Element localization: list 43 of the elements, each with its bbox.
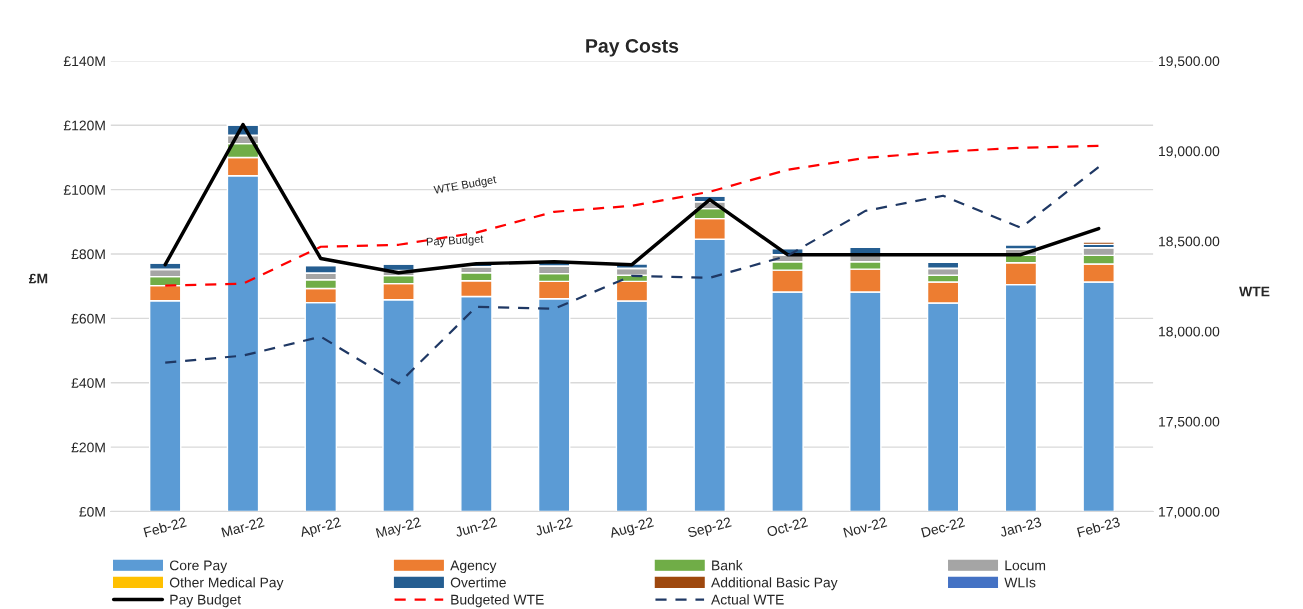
x-tick-label: Mar-22 — [221, 516, 265, 538]
legend-label: Core Pay — [169, 560, 228, 574]
y-tick-label: £80M — [71, 249, 105, 260]
annotation: WTE Budget — [433, 174, 498, 197]
y-tick-label: £100M — [63, 184, 105, 195]
legend-label: Additional Basic Pay — [711, 577, 838, 591]
y2-axis-title: WTE — [1239, 286, 1270, 297]
y2-tick-label: 19,500.00 — [1159, 56, 1220, 68]
legend-label: Budgeted WTE — [451, 594, 544, 608]
x-tick-label: Jan-23 — [999, 516, 1042, 538]
y2-tick-label: 19,000.00 — [1159, 146, 1220, 158]
legend-label: Actual WTE — [711, 594, 784, 605]
y-tick-label: £20M — [71, 442, 105, 453]
y2-tick-label: 17,500.00 — [1159, 416, 1220, 429]
legend-label: Overtime — [450, 577, 506, 588]
x-tick-label: Dec-22 — [921, 516, 966, 538]
legend-label: Locum — [1005, 560, 1046, 571]
y-axis-title: £M — [28, 273, 48, 284]
legend-label: Pay Budget — [170, 594, 241, 608]
x-tick-label: Jun-22 — [454, 516, 498, 538]
legend-label: WLIs — [1004, 577, 1036, 588]
x-tick-label: May-22 — [375, 516, 422, 541]
y2-tick-label: 18,000.00 — [1159, 326, 1220, 339]
y-tick-label: £40M — [71, 378, 105, 388]
y-tick-label: £120M — [63, 120, 105, 131]
x-tick-label: Oct-22 — [766, 516, 808, 537]
y-tick-label: £140M — [63, 56, 105, 67]
y2-tick-label: 17,000.00 — [1159, 506, 1220, 519]
x-tick-label: Aug-22 — [608, 516, 655, 541]
x-tick-label: Sep-22 — [687, 516, 733, 541]
x-tick-label: Feb-23 — [1076, 516, 1121, 538]
y-tick-label: £0M — [79, 506, 105, 517]
annotation: Pay Budget — [426, 234, 484, 248]
legend-label: Other Medical Pay — [169, 577, 284, 591]
y-tick-label: £60M — [71, 313, 105, 324]
y2-tick-label: 18,500.00 — [1159, 236, 1220, 248]
legend-label: Agency — [450, 560, 497, 574]
legend-label: Bank — [712, 560, 743, 571]
x-tick-label: Feb-22 — [143, 516, 187, 538]
chart-title: Pay Costs — [586, 38, 679, 57]
x-tick-label: Nov-22 — [843, 516, 888, 538]
x-tick-label: Apr-22 — [299, 516, 342, 540]
x-tick-label: Jul-22 — [534, 516, 573, 537]
